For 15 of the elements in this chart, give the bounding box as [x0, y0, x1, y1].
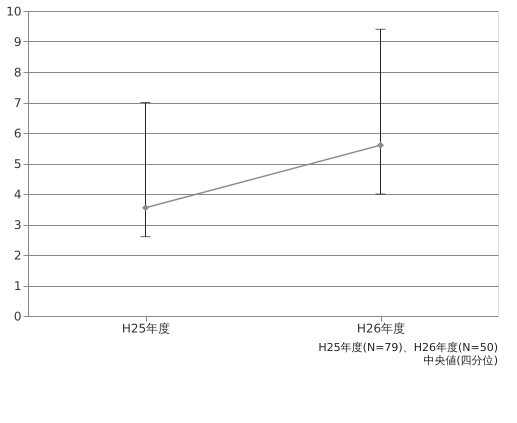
- y-tick-label: 0: [14, 310, 22, 324]
- y-tick-label: 5: [14, 157, 22, 171]
- y-tick-label: 1: [14, 279, 22, 293]
- y-tick-label: 4: [14, 188, 22, 202]
- y-tick-label: 2: [14, 248, 22, 262]
- x-tick-label: H25年度: [122, 322, 170, 336]
- y-tick-label: 10: [6, 4, 22, 18]
- y-tick-label: 3: [14, 218, 22, 232]
- y-tick-label: 9: [14, 35, 22, 49]
- y-tick-label: 6: [14, 126, 22, 140]
- text: H25年度(N=79)、H26年度(N=50): [318, 341, 498, 354]
- x-tick-label: H26年度: [356, 322, 406, 336]
- y-tick-label: 7: [14, 96, 22, 110]
- y-tick-label: 8: [14, 66, 22, 80]
- text: 中央値(四分位): [423, 354, 498, 367]
